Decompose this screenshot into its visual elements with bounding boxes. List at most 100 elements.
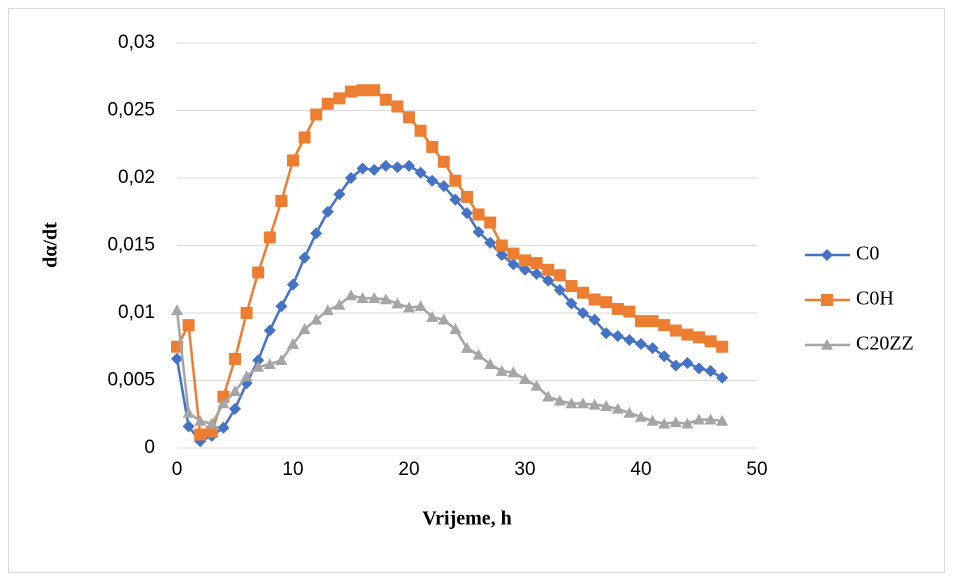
marker	[171, 304, 183, 316]
marker	[194, 428, 207, 441]
marker	[449, 193, 462, 206]
marker	[345, 85, 357, 98]
marker	[449, 323, 462, 334]
marker	[658, 319, 671, 332]
marker	[669, 416, 682, 428]
marker	[345, 172, 357, 184]
marker	[229, 352, 241, 365]
marker	[298, 323, 311, 334]
marker	[379, 93, 392, 106]
marker	[588, 293, 601, 306]
marker	[704, 335, 717, 348]
marker	[635, 410, 647, 422]
marker	[565, 297, 578, 310]
marker	[263, 324, 276, 337]
marker	[577, 307, 589, 319]
marker	[368, 163, 381, 176]
marker	[240, 307, 253, 319]
marker	[716, 415, 729, 426]
marker	[229, 402, 241, 415]
marker	[426, 174, 439, 187]
marker	[310, 227, 323, 240]
marker	[426, 311, 439, 322]
marker	[507, 247, 520, 260]
x-tick-label: 40	[630, 459, 651, 480]
marker	[600, 400, 613, 411]
marker	[495, 365, 508, 376]
marker	[414, 166, 427, 179]
marker	[600, 296, 613, 309]
marker	[669, 359, 682, 372]
marker	[356, 84, 369, 97]
marker	[403, 159, 415, 172]
marker	[693, 362, 705, 375]
marker	[681, 328, 694, 341]
chart-border	[8, 8, 945, 573]
y-axis-title: dα/dt	[40, 222, 62, 268]
y-tick-label: 0,03	[118, 32, 155, 53]
marker	[252, 354, 265, 367]
marker	[356, 292, 369, 303]
marker	[182, 406, 195, 418]
marker	[205, 417, 218, 429]
marker	[298, 251, 311, 264]
marker	[379, 159, 392, 172]
marker	[565, 397, 578, 409]
marker	[658, 417, 671, 429]
marker	[217, 421, 230, 434]
marker	[391, 161, 404, 174]
marker	[530, 267, 543, 280]
marker	[519, 373, 531, 384]
marker	[252, 361, 265, 372]
marker	[565, 280, 578, 292]
marker	[182, 420, 195, 433]
marker	[345, 289, 357, 301]
marker	[693, 413, 705, 425]
marker	[716, 340, 729, 353]
marker	[623, 334, 636, 346]
marker	[263, 358, 276, 370]
y-tick-label: 0,025	[107, 100, 155, 121]
marker	[495, 239, 508, 252]
marker	[542, 263, 555, 276]
marker	[611, 402, 624, 414]
marker	[623, 406, 636, 418]
marker	[379, 293, 392, 305]
marker	[472, 348, 485, 360]
marker	[484, 236, 497, 249]
marker	[310, 313, 323, 325]
marker	[681, 417, 694, 429]
marker	[693, 331, 705, 344]
marker	[646, 315, 659, 328]
marker	[472, 208, 485, 221]
legend-label: C0H	[856, 288, 894, 310]
marker	[391, 100, 404, 113]
marker	[507, 366, 520, 378]
marker	[333, 298, 346, 310]
y-tick-label: 0,01	[118, 302, 155, 323]
marker	[646, 342, 659, 355]
marker	[194, 415, 207, 426]
marker	[414, 124, 427, 137]
marker	[646, 415, 659, 426]
marker	[681, 356, 694, 369]
marker	[484, 216, 497, 229]
marker	[437, 155, 450, 168]
marker	[507, 258, 520, 271]
marker	[321, 97, 334, 110]
marker	[333, 92, 346, 105]
marker	[310, 108, 323, 121]
marker	[368, 84, 381, 97]
marker	[530, 379, 543, 391]
marker	[611, 329, 624, 342]
marker	[611, 302, 624, 315]
marker	[461, 342, 473, 353]
marker	[472, 226, 485, 238]
marker	[461, 190, 473, 203]
marker	[553, 269, 566, 282]
marker	[716, 371, 729, 384]
marker	[217, 397, 230, 409]
marker	[275, 300, 288, 313]
marker	[321, 205, 334, 218]
marker	[426, 140, 439, 153]
